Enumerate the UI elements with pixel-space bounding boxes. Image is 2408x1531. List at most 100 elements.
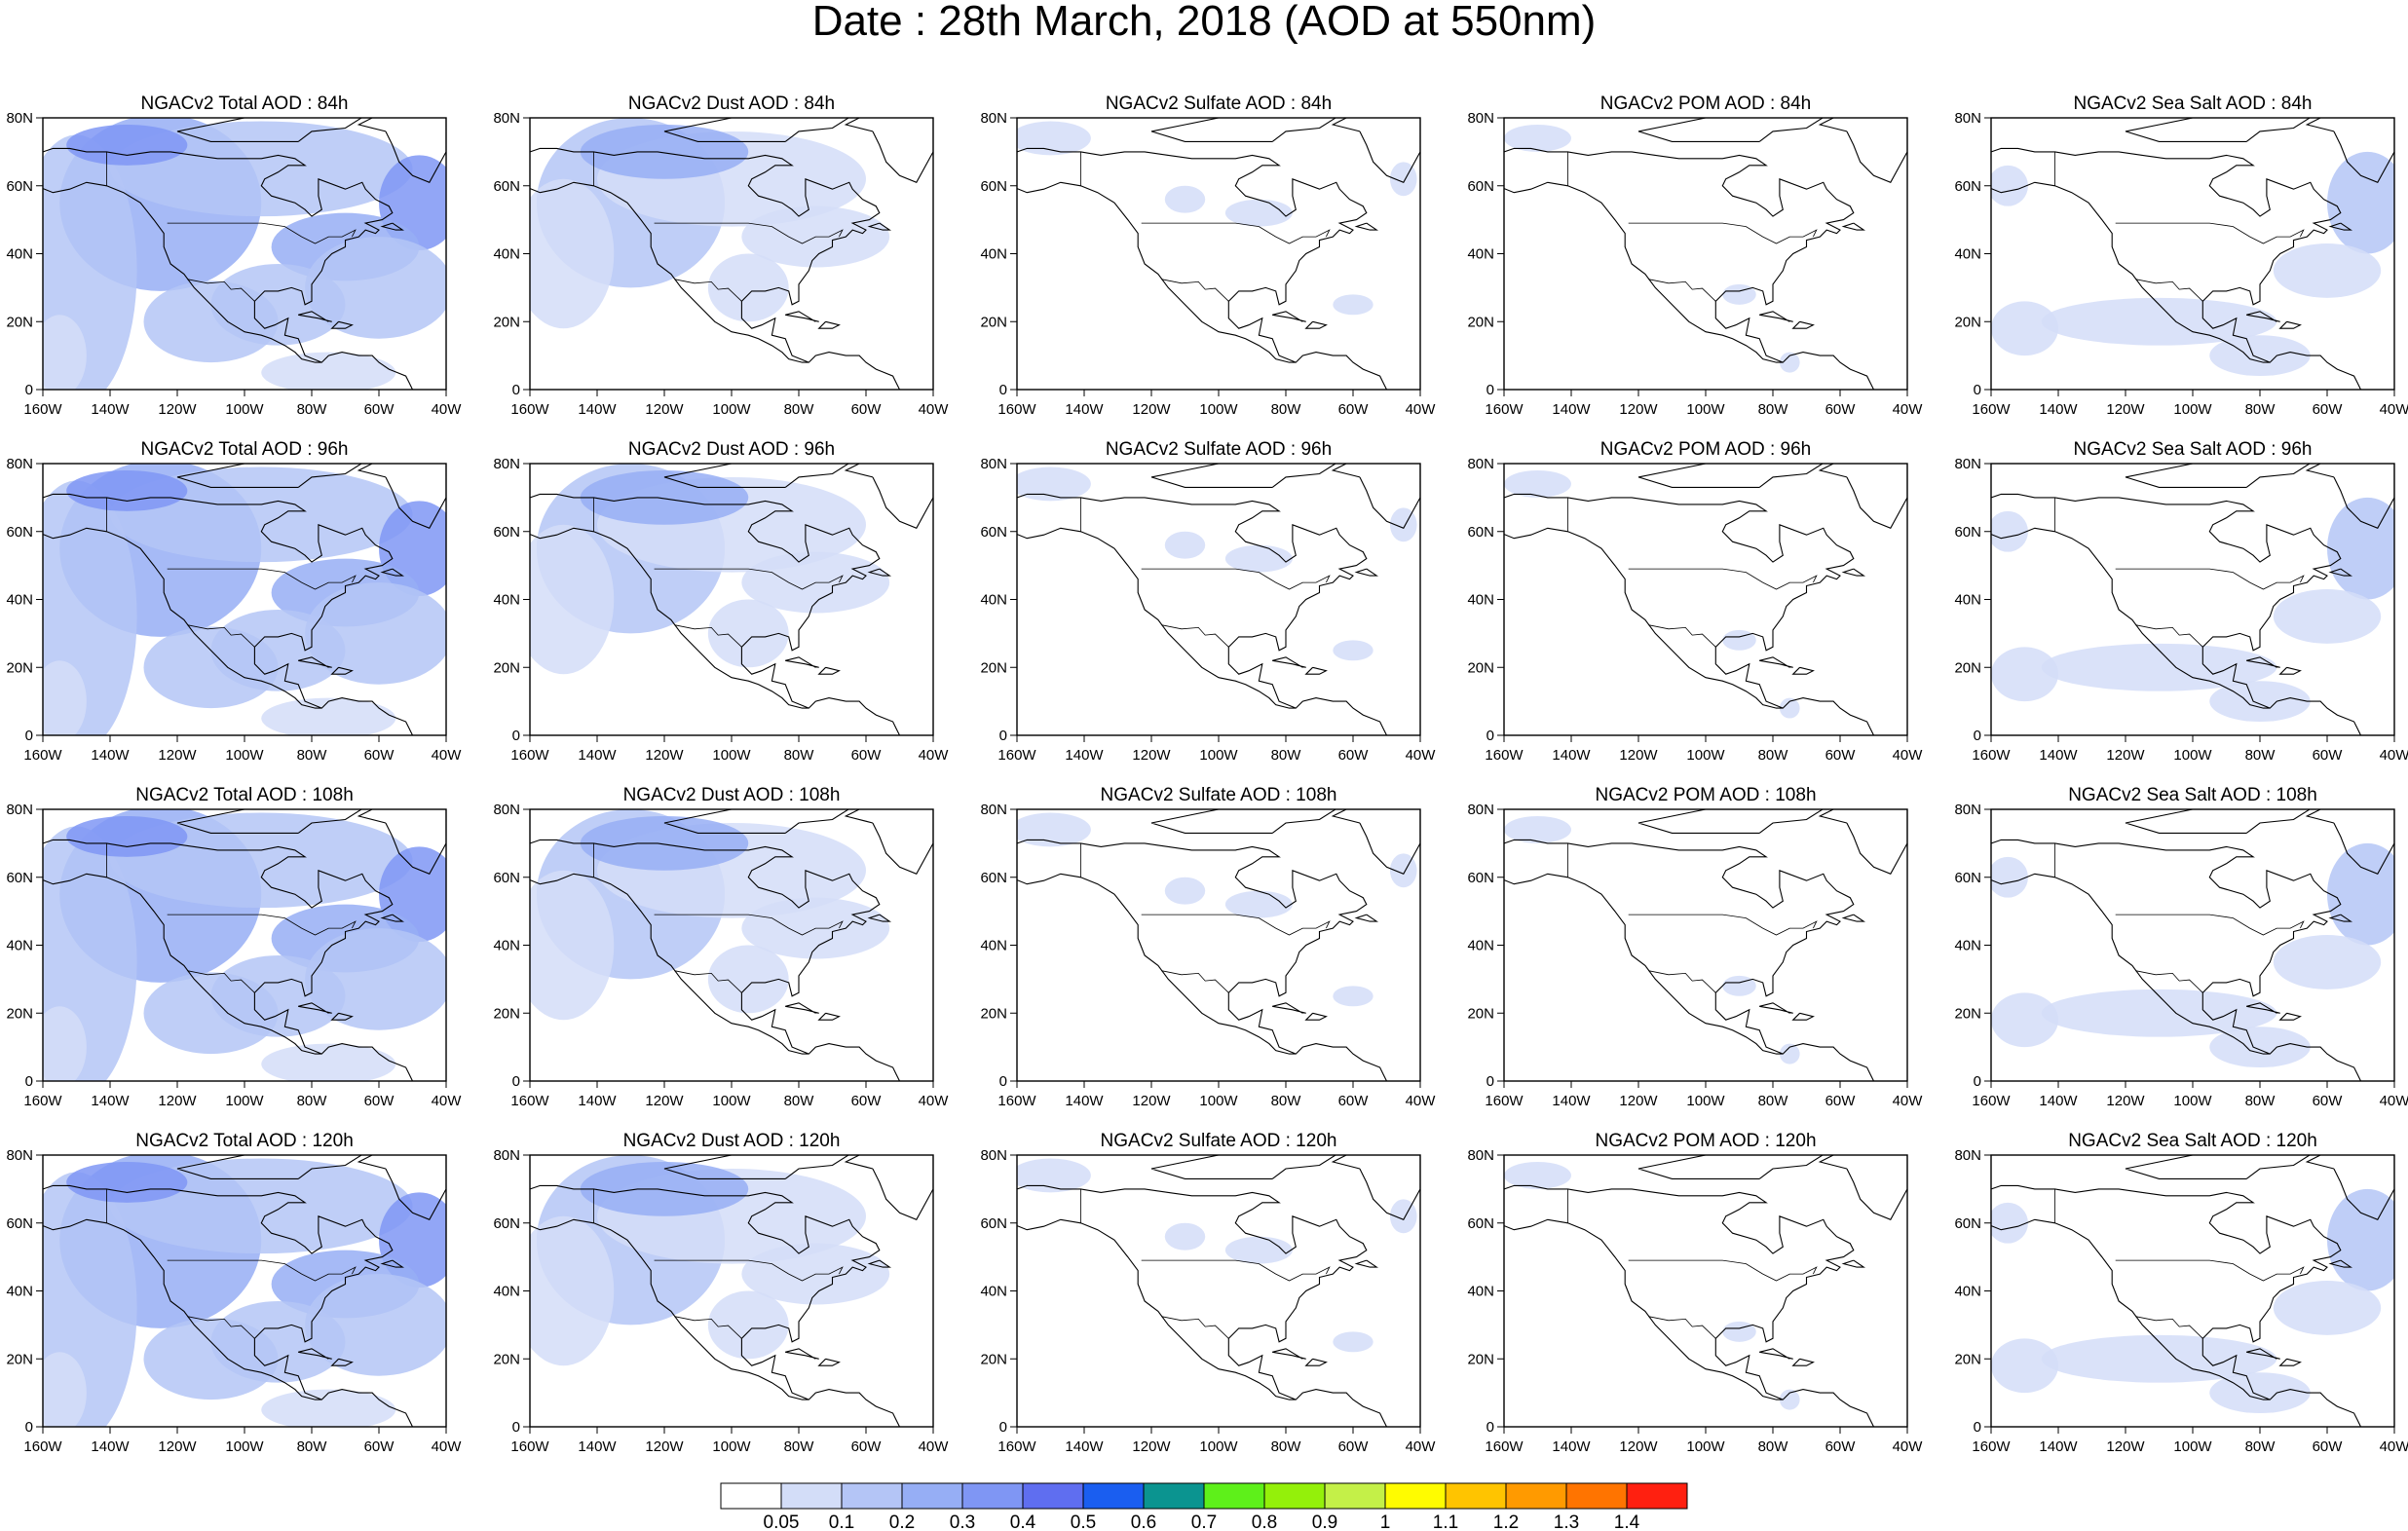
lon-tick-label: 40W [2380, 1438, 2408, 1455]
coastline [1504, 809, 1907, 1081]
coastline [1504, 1155, 1907, 1427]
lon-tick-label: 100W [712, 1438, 751, 1455]
aod-shading [2273, 243, 2382, 298]
lon-tick-label: 100W [225, 1438, 264, 1455]
lat-tick-label: 0 [25, 728, 33, 744]
country-border [593, 151, 844, 302]
coastline [1017, 1155, 1420, 1427]
lat-tick-label: 80N [1467, 110, 1494, 127]
aod-shading [530, 524, 615, 675]
lat-tick-label: 60N [1954, 1215, 1981, 1232]
aod-field [1017, 467, 1417, 661]
colorbar-swatch [720, 1482, 782, 1510]
panel-title: NGACv2 Dust AOD : 108h [623, 785, 841, 805]
lat-tick-label: 20N [6, 314, 33, 330]
lat-tick-label: 80N [1954, 456, 1981, 472]
lon-tick-label: 80W [1271, 1093, 1302, 1109]
lat-tick-label: 20N [6, 1351, 33, 1367]
colorbar-swatch [1082, 1482, 1145, 1510]
lon-tick-label: 80W [2245, 401, 2276, 418]
aod-field [1991, 1188, 2394, 1414]
colorbar-label: 0.3 [950, 1512, 975, 1531]
lon-tick-label: 140W [1552, 1093, 1591, 1109]
country-border [106, 497, 357, 648]
aod-shading [1333, 986, 1373, 1007]
lon-tick-label: 120W [2106, 1438, 2145, 1455]
lat-tick-label: 40N [6, 592, 33, 609]
lon-tick-label: 100W [712, 401, 751, 418]
lat-tick-label: 60N [1467, 524, 1494, 541]
lon-tick-label: 100W [1686, 1093, 1725, 1109]
lon-tick-label: 40W [432, 401, 463, 418]
lon-tick-label: 40W [432, 1093, 463, 1109]
aod-shading [261, 1389, 396, 1427]
lon-tick-label: 160W [1972, 1438, 2011, 1455]
lat-tick-label: 0 [999, 728, 1007, 744]
coastline [530, 464, 933, 735]
lat-tick-label: 80N [1467, 456, 1494, 472]
lon-tick-label: 40W [432, 1438, 463, 1455]
lon-tick-label: 40W [1893, 1438, 1924, 1455]
lon-tick-label: 120W [1132, 401, 1171, 418]
colorbar-swatch [1022, 1482, 1084, 1510]
coastline [1017, 118, 1420, 390]
lon-tick-label: 160W [1972, 1093, 2011, 1109]
aod-shading [1017, 812, 1091, 847]
lon-tick-label: 100W [712, 1093, 751, 1109]
aod-shading [2209, 1027, 2311, 1068]
lon-tick-label: 140W [1552, 401, 1591, 418]
aod-shading [1017, 467, 1091, 502]
lon-tick-label: 120W [2106, 401, 2145, 418]
colorbar-swatch [901, 1482, 963, 1510]
map-background [1504, 1155, 1907, 1427]
lon-tick-label: 140W [1065, 1438, 1104, 1455]
lat-tick-label: 80N [6, 1147, 33, 1164]
lat-tick-label: 40N [1954, 938, 1981, 954]
lat-tick-label: 60N [6, 524, 33, 541]
aod-shading [2209, 681, 2311, 723]
aod-shading [305, 928, 446, 1030]
panel-title: NGACv2 Sulfate AOD : 96h [1106, 439, 1332, 460]
lat-tick-label: 80N [493, 1147, 520, 1164]
colorbar-label: 0.2 [889, 1512, 915, 1531]
aod-shading [1991, 510, 2028, 552]
lat-tick-label: 60N [1954, 870, 1981, 886]
lon-tick-label: 60W [364, 1093, 395, 1109]
aod-shading [1779, 352, 1800, 373]
lat-tick-label: 40N [1954, 592, 1981, 609]
panel-title: NGACv2 POM AOD : 84h [1600, 93, 1811, 114]
lon-tick-label: 140W [578, 1438, 617, 1455]
lon-tick-label: 40W [919, 1093, 950, 1109]
lat-tick-label: 20N [980, 314, 1007, 330]
aod-field [43, 464, 446, 735]
lat-tick-label: 80N [493, 110, 520, 127]
aod-shading [2209, 335, 2311, 377]
lat-tick-label: 20N [6, 659, 33, 676]
lat-tick-label: 60N [1467, 1215, 1494, 1232]
lat-tick-label: 0 [1974, 728, 1981, 744]
aod-shading [2327, 842, 2394, 946]
lat-tick-label: 40N [6, 938, 33, 954]
aod-shading [1722, 975, 1756, 996]
aod-shading [2209, 1372, 2311, 1414]
lat-tick-label: 60N [1954, 524, 1981, 541]
coastline [1991, 118, 2394, 390]
map-panel: NGACv2 POM AOD : 120h 160W 140W 120W 100W 80W… [1467, 1131, 1923, 1455]
lat-tick-label: 20N [1954, 1351, 1981, 1367]
panel-title: NGACv2 Total AOD : 108h [135, 785, 354, 805]
lon-tick-label: 140W [2039, 1438, 2078, 1455]
lon-tick-label: 140W [1552, 1438, 1591, 1455]
aod-field [530, 118, 890, 329]
lat-tick-label: 20N [493, 314, 520, 330]
lon-tick-label: 160W [510, 1438, 549, 1455]
lat-tick-label: 80N [6, 456, 33, 472]
lat-tick-label: 60N [980, 870, 1007, 886]
lat-tick-label: 40N [1467, 592, 1494, 609]
lon-tick-label: 40W [1406, 747, 1437, 764]
country-border [1080, 151, 1331, 302]
aod-shading [143, 626, 279, 709]
lon-tick-label: 140W [2039, 401, 2078, 418]
lon-tick-label: 40W [2380, 1093, 2408, 1109]
lon-tick-label: 140W [91, 1093, 130, 1109]
lon-tick-label: 160W [23, 1438, 62, 1455]
